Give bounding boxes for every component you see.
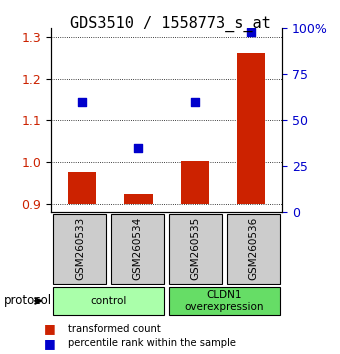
Text: control: control <box>91 296 127 306</box>
Point <box>79 99 85 105</box>
Bar <box>53 287 164 315</box>
Text: GSM260535: GSM260535 <box>190 217 201 280</box>
Text: protocol: protocol <box>3 295 52 307</box>
Bar <box>181 161 209 204</box>
Text: GDS3510 / 1558773_s_at: GDS3510 / 1558773_s_at <box>70 16 270 32</box>
Bar <box>169 287 280 315</box>
Text: GSM260536: GSM260536 <box>248 217 258 280</box>
Bar <box>227 214 280 284</box>
Text: GSM260533: GSM260533 <box>75 217 85 280</box>
Bar <box>68 172 96 204</box>
Text: ■: ■ <box>44 337 56 350</box>
Text: ■: ■ <box>44 322 56 335</box>
Text: GSM260534: GSM260534 <box>133 217 143 280</box>
Point <box>136 145 141 151</box>
Point <box>249 29 254 35</box>
Text: CLDN1
overexpression: CLDN1 overexpression <box>185 290 264 312</box>
Bar <box>124 194 153 204</box>
Point <box>192 99 198 105</box>
Bar <box>169 214 222 284</box>
Bar <box>111 214 164 284</box>
Text: transformed count: transformed count <box>68 324 161 333</box>
Text: percentile rank within the sample: percentile rank within the sample <box>68 338 236 348</box>
Bar <box>53 214 106 284</box>
Bar <box>237 53 265 204</box>
